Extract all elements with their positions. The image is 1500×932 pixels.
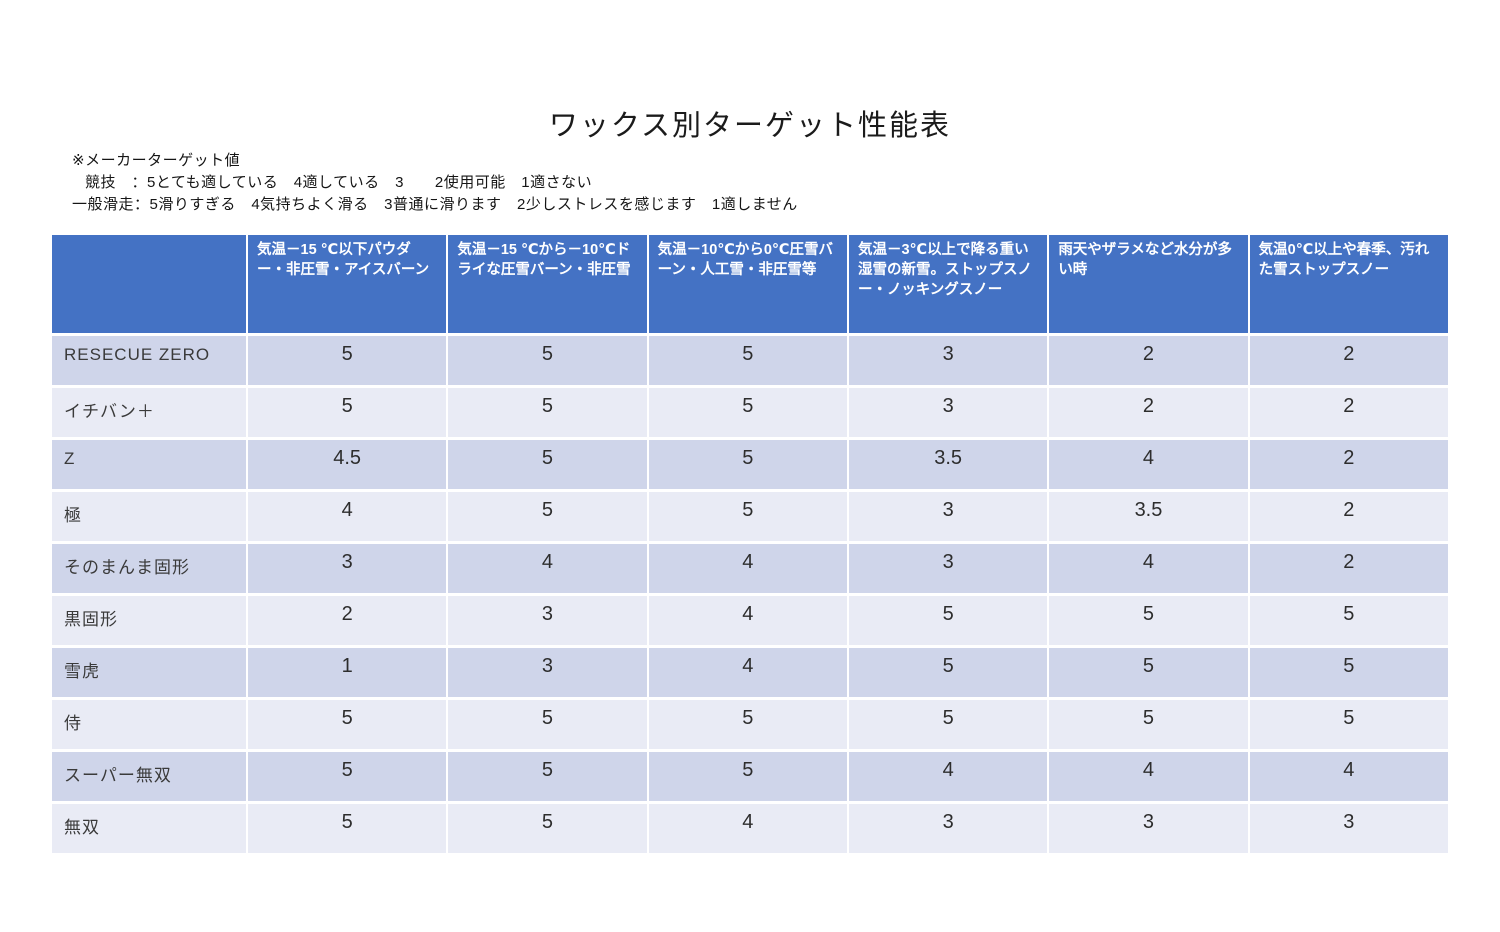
rating-cell: 4	[1049, 440, 1248, 489]
rating-cell: 2	[1249, 336, 1448, 385]
rating-cell: 4.5	[248, 440, 447, 489]
row-label: Z	[52, 440, 246, 489]
wax-performance-table: 気温－15 ℃以下パウダー・非圧雪・アイスバーン 気温－15 ℃から－10℃ドラ…	[50, 232, 1450, 856]
rating-cell: 5	[448, 492, 647, 541]
rating-cell: 4	[648, 596, 847, 645]
rating-cell: 5	[448, 752, 647, 801]
note-scale-general: 一般滑走：5滑りすぎる 4気持ちよく滑る 3普通に滑ります 2少しストレスを感じ…	[72, 196, 798, 213]
rating-cell: 3	[1049, 804, 1248, 853]
rating-cell: 5	[448, 440, 647, 489]
rating-cell: 3	[448, 596, 647, 645]
rating-cell: 3.5	[1049, 492, 1248, 541]
rating-cell: 5	[248, 752, 447, 801]
rating-cell: 5	[448, 388, 647, 437]
rating-cell: 5	[1049, 700, 1248, 749]
rating-cell: 2	[1249, 492, 1448, 541]
rating-cell: 5	[448, 336, 647, 385]
row-label: そのまんま固形	[52, 544, 246, 593]
legend-notes: ※メーカーターゲット値 競技 ：5とても適している 4適している 3 2使用可能…	[72, 150, 798, 216]
column-header-temp-below-minus15: 気温－15 ℃以下パウダー・非圧雪・アイスバーン	[248, 235, 447, 333]
rating-cell: 3	[248, 544, 447, 593]
table-row: スーパー無双 5 5 5 4 4 4	[52, 752, 1448, 801]
rating-cell: 5	[648, 440, 847, 489]
rating-cell: 3	[448, 648, 647, 697]
row-label: 極	[52, 492, 246, 541]
rating-cell: 4	[848, 752, 1048, 801]
rating-cell: 4	[1049, 752, 1248, 801]
rating-cell: 3	[848, 492, 1048, 541]
column-header-minus10-to-0: 気温－10℃から0℃圧雪バーン・人工雪・非圧雪等	[648, 235, 847, 333]
rating-cell: 5	[648, 336, 847, 385]
rating-cell: 5	[248, 804, 447, 853]
rating-cell: 2	[248, 596, 447, 645]
rating-cell: 3	[848, 388, 1048, 437]
column-header-above-minus3-wet-snow: 気温－3℃以上で降る重い湿雪の新雪。ストップスノー・ノッキングスノー	[848, 235, 1048, 333]
rating-cell: 2	[1249, 544, 1448, 593]
rating-cell: 5	[648, 752, 847, 801]
rating-cell: 5	[448, 804, 647, 853]
rating-cell: 2	[1249, 388, 1448, 437]
table-row: 極 4 5 5 3 3.5 2	[52, 492, 1448, 541]
rating-cell: 5	[248, 388, 447, 437]
rating-cell: 1	[248, 648, 447, 697]
rating-cell: 3	[848, 804, 1048, 853]
table-row: そのまんま固形 3 4 4 3 4 2	[52, 544, 1448, 593]
row-label: 侍	[52, 700, 246, 749]
row-label: 無双	[52, 804, 246, 853]
rating-cell: 5	[248, 700, 447, 749]
rating-cell: 5	[1249, 648, 1448, 697]
rating-cell: 5	[248, 336, 447, 385]
rating-cell: 5	[1249, 700, 1448, 749]
rating-cell: 3	[848, 544, 1048, 593]
rating-cell: 5	[648, 492, 847, 541]
page-title: ワックス別ターゲット性能表	[548, 110, 952, 142]
table-row: RESECUE ZERO 5 5 5 3 2 2	[52, 336, 1448, 385]
rating-cell: 4	[648, 648, 847, 697]
note-maker-target: ※メーカーターゲット値	[72, 152, 241, 169]
table-row: 黒固形 2 3 4 5 5 5	[52, 596, 1448, 645]
column-header-rain-granular: 雨天やザラメなど水分が多い時	[1049, 235, 1248, 333]
rating-cell: 4	[648, 804, 847, 853]
rating-cell: 4	[1249, 752, 1448, 801]
rating-cell: 2	[1049, 336, 1248, 385]
rating-cell: 5	[848, 648, 1048, 697]
table-row: イチバン＋ 5 5 5 3 2 2	[52, 388, 1448, 437]
rating-cell: 4	[448, 544, 647, 593]
rating-cell: 4	[648, 544, 847, 593]
column-header-minus15-to-minus10: 気温－15 ℃から－10℃ドライな圧雪バーン・非圧雪	[448, 235, 647, 333]
table-row: 雪虎 1 3 4 5 5 5	[52, 648, 1448, 697]
row-label: スーパー無双	[52, 752, 246, 801]
row-label: 雪虎	[52, 648, 246, 697]
rating-cell: 5	[648, 388, 847, 437]
row-label: 黒固形	[52, 596, 246, 645]
row-label: RESECUE ZERO	[52, 336, 246, 385]
column-header-above-0-spring: 気温0℃以上や春季、汚れた雪ストップスノー	[1249, 235, 1448, 333]
table-row: Z 4.5 5 5 3.5 4 2	[52, 440, 1448, 489]
rating-cell: 5	[448, 700, 647, 749]
rating-cell: 5	[848, 596, 1048, 645]
rating-cell: 5	[1049, 648, 1248, 697]
table-row: 侍 5 5 5 5 5 5	[52, 700, 1448, 749]
table-row: 無双 5 5 4 3 3 3	[52, 804, 1448, 853]
rating-cell: 3	[1249, 804, 1448, 853]
corner-header-cell	[52, 235, 246, 333]
rating-cell: 3	[848, 336, 1048, 385]
header-row: 気温－15 ℃以下パウダー・非圧雪・アイスバーン 気温－15 ℃から－10℃ドラ…	[52, 235, 1448, 333]
rating-cell: 4	[248, 492, 447, 541]
rating-cell: 3.5	[848, 440, 1048, 489]
rating-cell: 2	[1249, 440, 1448, 489]
rating-cell: 4	[1049, 544, 1248, 593]
row-label: イチバン＋	[52, 388, 246, 437]
note-scale-competition: 競技 ：5とても適している 4適している 3 2使用可能 1適さない	[85, 174, 593, 191]
rating-cell: 5	[1249, 596, 1448, 645]
rating-cell: 5	[648, 700, 847, 749]
rating-cell: 5	[848, 700, 1048, 749]
rating-cell: 5	[1049, 596, 1248, 645]
rating-cell: 2	[1049, 388, 1248, 437]
